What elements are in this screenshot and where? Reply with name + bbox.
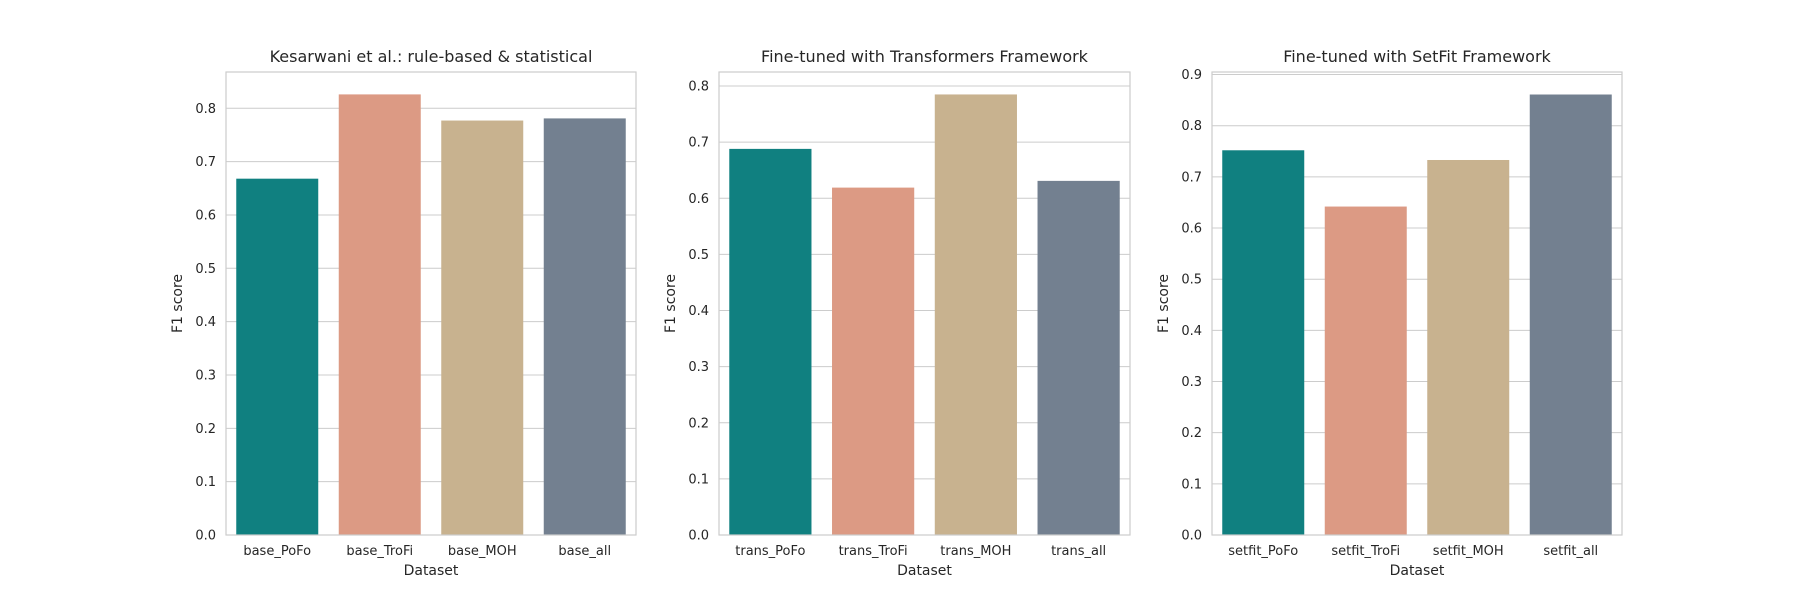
y-axis-label: F1 score	[170, 274, 186, 333]
bar-setfit_MOH	[1427, 159, 1510, 535]
ytick-label: 0.9	[1181, 68, 1202, 83]
ytick-label: 0.5	[688, 248, 709, 263]
ytick-label: 0.6	[688, 192, 709, 207]
ytick-label: 0.7	[195, 155, 216, 170]
ytick-label: 0.4	[1181, 324, 1202, 339]
ytick-label: 0.1	[1181, 477, 1202, 492]
bar-setfit_all	[1529, 94, 1612, 535]
ytick-label: 0.8	[195, 102, 216, 117]
bar-base_TroFi	[338, 94, 421, 535]
ytick-label: 0.7	[688, 136, 709, 151]
ytick-label: 0.2	[1181, 426, 1202, 441]
y-axis-label: F1 score	[1156, 274, 1172, 333]
chart-title: Kesarwani et al.: rule-based & statistic…	[270, 47, 593, 66]
xtick-label: setfit_PoFo	[1228, 544, 1298, 559]
ytick-label: 0.7	[1181, 170, 1202, 185]
ytick-label: 0.3	[1181, 375, 1202, 390]
chart-title: Fine-tuned with Transformers Framework	[761, 47, 1089, 66]
ytick-label: 0.4	[195, 315, 216, 330]
chart-title: Fine-tuned with SetFit Framework	[1283, 47, 1551, 66]
ytick-label: 0.8	[688, 80, 709, 95]
y-axis-label: F1 score	[663, 274, 679, 333]
ytick-label: 0.3	[688, 360, 709, 375]
plot-frame	[718, 71, 1131, 536]
chart-kesarwani: 0.0 0.1 0.2 0.3 0.4 0.5 0.6 0.7 0.8 base_PoFo base…	[170, 47, 637, 579]
ytick-label: 0.3	[195, 368, 216, 383]
bar-trans_TroFi	[832, 187, 915, 536]
ytick-label: 0.5	[1181, 273, 1202, 288]
bar-base_MOH	[441, 120, 524, 536]
ytick-label: 0.5	[195, 262, 216, 277]
ytick-label: 0.8	[1181, 119, 1202, 134]
ytick-label: 0.0	[195, 529, 216, 544]
bar-trans_all	[1037, 180, 1120, 535]
ytick-label: 0.1	[195, 475, 216, 490]
xtick-label: trans_PoFo	[735, 544, 805, 559]
xtick-label: trans_MOH	[940, 544, 1011, 559]
bar-trans_MOH	[934, 94, 1017, 535]
ytick-label: 0.0	[688, 529, 709, 544]
ytick-label: 0.6	[195, 208, 216, 223]
chart-transformers: 0.0 0.1 0.2 0.3 0.4 0.5 0.6 0.7 0.8 trans_PoFo tra…	[663, 47, 1131, 579]
xtick-label: base_all	[558, 544, 611, 559]
ytick-label: 0.4	[688, 304, 709, 319]
xtick-label: trans_all	[1051, 544, 1106, 559]
xtick-label: setfit_MOH	[1433, 544, 1504, 559]
xtick-label: base_TroFi	[346, 544, 413, 559]
ytick-label: 0.2	[195, 422, 216, 437]
xtick-label: base_PoFo	[243, 544, 311, 559]
bar-base_PoFo	[236, 178, 319, 536]
ytick-label: 0.2	[688, 416, 709, 431]
xtick-label: base_MOH	[448, 544, 517, 559]
ytick-label: 0.6	[1181, 222, 1202, 237]
bar-setfit_PoFo	[1222, 150, 1305, 535]
chart-setfit: 0.0 0.1 0.2 0.3 0.4 0.5 0.6 0.7 0.8 0.9 setfit_PoF…	[1156, 47, 1623, 579]
ytick-label: 0.1	[688, 472, 709, 487]
bar-base_all	[543, 118, 626, 536]
plot-frame	[225, 71, 637, 536]
xtick-label: trans_TroFi	[839, 544, 908, 559]
plot-frame	[1211, 71, 1623, 536]
x-axis-label: Dataset	[404, 563, 459, 579]
xtick-label: setfit_all	[1543, 544, 1598, 559]
bar-setfit_TroFi	[1324, 206, 1407, 535]
ytick-label: 0.0	[1181, 529, 1202, 544]
x-axis-label: Dataset	[897, 563, 952, 579]
xtick-label: setfit_TroFi	[1331, 544, 1400, 559]
x-axis-label: Dataset	[1390, 563, 1445, 579]
bar-trans_PoFo	[729, 148, 812, 536]
